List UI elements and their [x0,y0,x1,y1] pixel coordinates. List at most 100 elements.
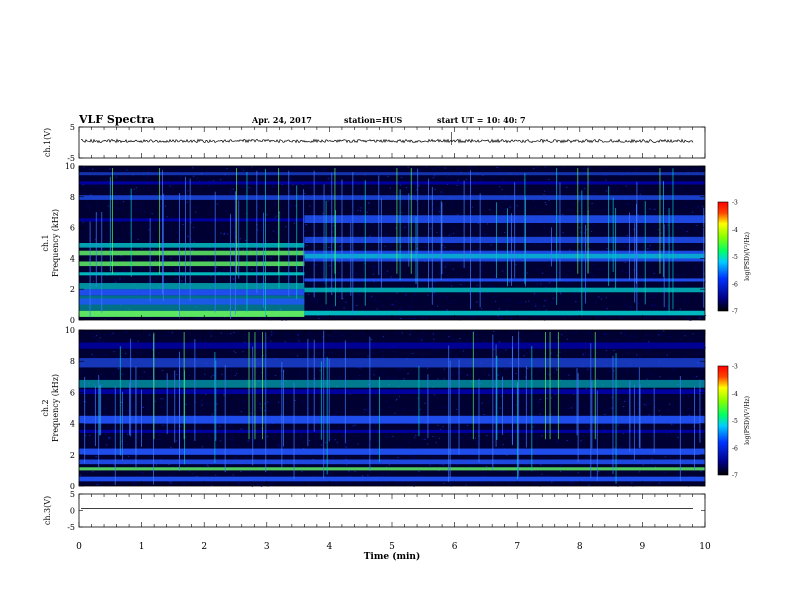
noise-speck [453,371,455,373]
noise-speck [177,425,179,427]
noise-speck [199,180,201,182]
noise-speck [460,372,463,374]
noise-speck [695,355,697,357]
noise-speck [695,375,698,377]
noise-speck [415,186,417,188]
noise-speck [470,188,472,190]
noise-speck [548,277,550,279]
noise-speck [159,205,162,207]
noise-speck [456,184,458,186]
noise-speck [143,178,145,180]
noise-speck [376,308,378,310]
noise-speck [223,394,225,396]
noise-speck [683,230,685,232]
noise-speck [115,207,118,209]
noise-speck [407,373,409,374]
noise-speck [540,243,542,245]
noise-speck [311,367,313,369]
noise-speck [538,400,540,402]
noise-speck [477,301,479,303]
freq-band [79,289,305,296]
noise-speck [81,370,83,372]
noise-speck [559,428,561,430]
noise-speck [638,302,640,304]
noise-speck [455,355,457,357]
noise-speck [141,434,143,435]
noise-speck [393,304,395,306]
noise-speck [343,307,345,309]
noise-speck [565,331,567,333]
noise-speck [570,482,572,484]
noise-speck [133,405,135,407]
noise-speck [628,166,631,168]
noise-speck [301,435,303,437]
noise-speck [190,222,192,224]
noise-speck [598,471,600,473]
noise-speck [603,175,605,177]
noise-speck [350,229,353,231]
freq-band [79,415,705,424]
noise-speck [578,248,581,250]
noise-speck [552,354,555,356]
noise-speck [509,204,511,206]
noise-speck [357,189,359,191]
noise-speck [141,248,143,250]
colorbar-tick-label: -6 [732,445,738,452]
noise-speck [335,330,337,332]
noise-speck [82,437,84,439]
noise-speck [274,217,276,219]
noise-speck [534,470,536,471]
noise-speck [330,287,332,289]
noise-speck [582,167,584,169]
noise-speck [346,464,348,466]
ch1-spectrogram-colorbar [717,201,729,312]
noise-speck [311,299,314,301]
noise-speck [303,442,305,444]
noise-speck [375,394,377,396]
noise-speck [494,275,496,277]
noise-speck [586,292,588,293]
noise-speck [373,374,375,376]
noise-speck [475,353,477,355]
noise-speck [486,435,488,437]
noise-speck [550,397,553,399]
noise-speck [500,207,503,209]
y-tick-label: 2 [70,451,75,460]
noise-speck [585,388,587,390]
noise-speck [630,446,633,448]
noise-speck [403,199,405,201]
noise-speck [449,264,451,266]
noise-speck [249,437,251,439]
noise-speck [182,275,184,277]
noise-speck [95,456,97,458]
noise-speck [170,446,172,448]
noise-speck [410,307,413,308]
noise-speck [372,265,374,267]
noise-speck [314,298,316,300]
noise-speck [456,167,458,169]
noise-speck [543,190,546,192]
noise-speck [405,302,407,304]
start-time-label: start UT = 10: 40: 7 [437,115,526,125]
noise-speck [695,429,697,431]
noise-speck [222,189,224,191]
noise-speck [117,208,119,209]
noise-speck [378,463,380,465]
noise-speck [327,286,330,288]
noise-speck [177,171,179,173]
noise-speck [297,481,299,483]
noise-speck [448,425,450,427]
noise-speck [170,257,172,259]
noise-speck [630,335,633,337]
noise-speck [685,193,687,195]
noise-speck [623,406,625,407]
noise-speck [580,231,582,233]
noise-speck [403,408,405,410]
noise-speck [631,213,633,215]
noise-speck [438,437,441,439]
noise-speck [312,338,314,340]
noise-speck [401,332,403,334]
noise-speck [534,305,537,307]
noise-speck [669,170,671,172]
